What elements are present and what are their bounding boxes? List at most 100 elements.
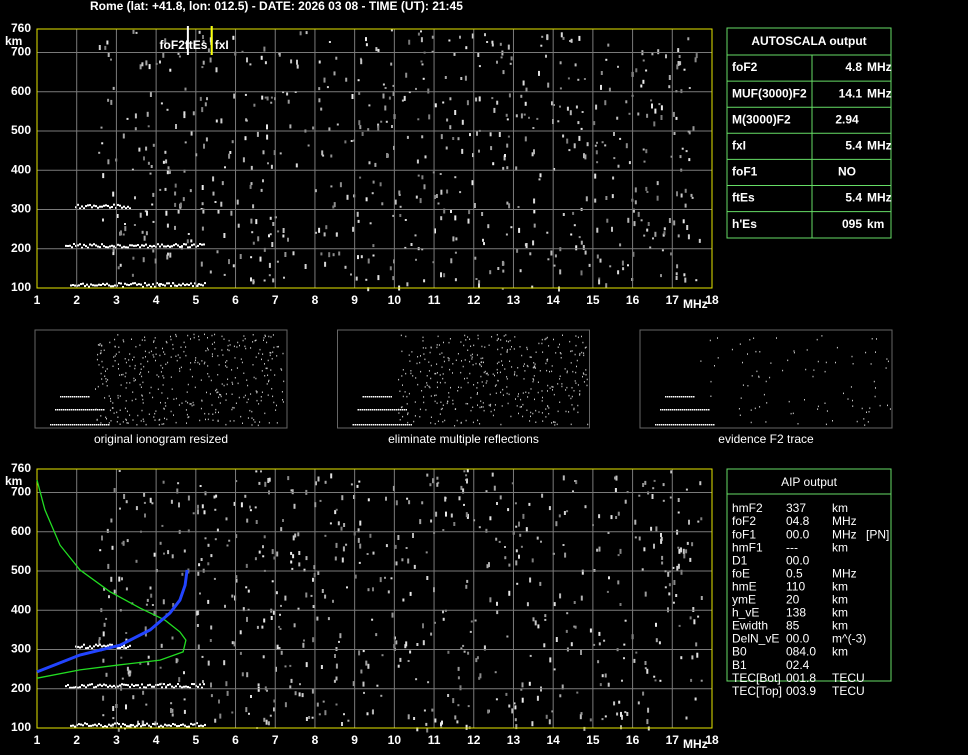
noise-dot bbox=[408, 39, 411, 45]
thumbnail-dot bbox=[551, 370, 553, 373]
noise-dot bbox=[209, 57, 212, 63]
noise-dot bbox=[273, 556, 276, 560]
noise-dot bbox=[686, 541, 689, 545]
thumbnail-dot bbox=[674, 409, 676, 411]
noise-dot bbox=[653, 479, 656, 482]
noise-dot bbox=[98, 151, 101, 154]
thumbnail-dot bbox=[675, 396, 677, 398]
thumbnail-dot bbox=[541, 390, 543, 392]
thumbnail-dot bbox=[572, 370, 574, 373]
noise-dot bbox=[572, 490, 574, 493]
noise-dot bbox=[442, 101, 445, 104]
aip-value: 00.0 bbox=[786, 632, 810, 646]
echo-dot bbox=[175, 685, 177, 688]
noise-dot bbox=[275, 591, 278, 595]
echo-dot bbox=[141, 244, 143, 247]
noise-dot bbox=[533, 198, 536, 204]
noise-dot bbox=[372, 587, 374, 592]
noise-dot bbox=[454, 278, 457, 282]
thumbnail-dot bbox=[106, 385, 108, 387]
thumbnail-dot bbox=[489, 405, 491, 407]
x-tick-label: 6 bbox=[232, 733, 239, 747]
thumbnail-dot bbox=[586, 378, 588, 381]
noise-dot bbox=[472, 153, 474, 158]
echo-dot bbox=[79, 243, 81, 246]
thumbnail-dot bbox=[391, 409, 393, 411]
noise-dot bbox=[651, 494, 654, 499]
noise-dot bbox=[332, 205, 335, 209]
noise-dot bbox=[341, 557, 344, 563]
noise-dot bbox=[198, 563, 201, 567]
thumbnail-dot bbox=[204, 361, 206, 364]
noise-dot bbox=[511, 708, 514, 714]
thumbnail-dot bbox=[114, 345, 116, 348]
noise-dot bbox=[661, 561, 664, 565]
noise-dot bbox=[515, 114, 518, 118]
thumbnail-dot bbox=[361, 409, 363, 411]
noise-dot bbox=[524, 136, 527, 142]
thumbnail-dot bbox=[677, 396, 679, 398]
thumbnail-dot bbox=[160, 371, 162, 373]
thumbnail-dot bbox=[533, 365, 535, 368]
thumbnail-dot bbox=[873, 380, 875, 383]
thumbnail-dot bbox=[185, 400, 187, 403]
x-tick-label: 14 bbox=[546, 293, 560, 307]
echo-dot bbox=[117, 685, 119, 688]
noise-dot bbox=[312, 577, 314, 582]
noise-dot bbox=[361, 132, 364, 136]
thumbnail-dot bbox=[209, 393, 211, 395]
noise-dot bbox=[406, 497, 409, 500]
noise-dot bbox=[324, 480, 327, 484]
noise-dot bbox=[112, 247, 115, 253]
noise-dot bbox=[165, 159, 168, 164]
noise-dot bbox=[113, 488, 116, 492]
thumbnail-dot bbox=[420, 370, 422, 373]
noise-dot bbox=[692, 607, 695, 612]
thumbnail-dot bbox=[222, 354, 224, 356]
thumbnail-dot bbox=[231, 369, 233, 371]
echo-dot bbox=[109, 643, 111, 646]
noise-dot bbox=[112, 191, 115, 197]
echo-dot bbox=[111, 205, 113, 208]
x-tick-label: 3 bbox=[113, 733, 120, 747]
noise-dot bbox=[162, 52, 165, 58]
noise-dot bbox=[273, 699, 276, 703]
noise-dot bbox=[271, 580, 274, 583]
noise-dot bbox=[465, 512, 468, 518]
thumbnail-dot bbox=[117, 334, 119, 336]
thumbnail-dot bbox=[175, 355, 177, 357]
noise-dot bbox=[493, 485, 496, 491]
noise-dot bbox=[457, 704, 460, 707]
thumbnail-dot bbox=[264, 412, 266, 415]
y-tick-label: 300 bbox=[11, 202, 31, 216]
noise-dot bbox=[546, 231, 549, 234]
noise-dot bbox=[201, 185, 204, 190]
thumbnail-dot bbox=[217, 391, 219, 393]
thumbnail-dot bbox=[442, 404, 444, 406]
thumbnail-dot bbox=[97, 409, 99, 411]
noise-dot bbox=[291, 567, 294, 570]
noise-dot bbox=[252, 241, 255, 245]
noise-dot bbox=[235, 534, 238, 539]
thumbnail-dot bbox=[261, 358, 262, 361]
thumbnail-dot bbox=[153, 340, 155, 342]
thumbnail-dot bbox=[112, 407, 114, 409]
noise-dot bbox=[312, 605, 315, 608]
noise-dot bbox=[598, 277, 601, 280]
x-tick-label: 17 bbox=[666, 733, 680, 747]
noise-dot bbox=[334, 654, 336, 658]
y-tick-label: 200 bbox=[11, 681, 31, 695]
noise-dot bbox=[685, 549, 688, 554]
noise-dot bbox=[169, 68, 172, 72]
thumbnail-dot bbox=[699, 424, 701, 426]
thumbnail-dot bbox=[554, 424, 556, 426]
thumbnail-dot bbox=[482, 385, 484, 387]
thumbnail-dot bbox=[547, 384, 549, 387]
noise-dot bbox=[644, 480, 647, 485]
noise-dot bbox=[395, 500, 398, 506]
noise-dot bbox=[116, 214, 119, 218]
noise-dot bbox=[254, 506, 257, 509]
noise-dot bbox=[559, 694, 562, 698]
noise-dot bbox=[627, 217, 630, 223]
noise-dot bbox=[119, 231, 121, 236]
